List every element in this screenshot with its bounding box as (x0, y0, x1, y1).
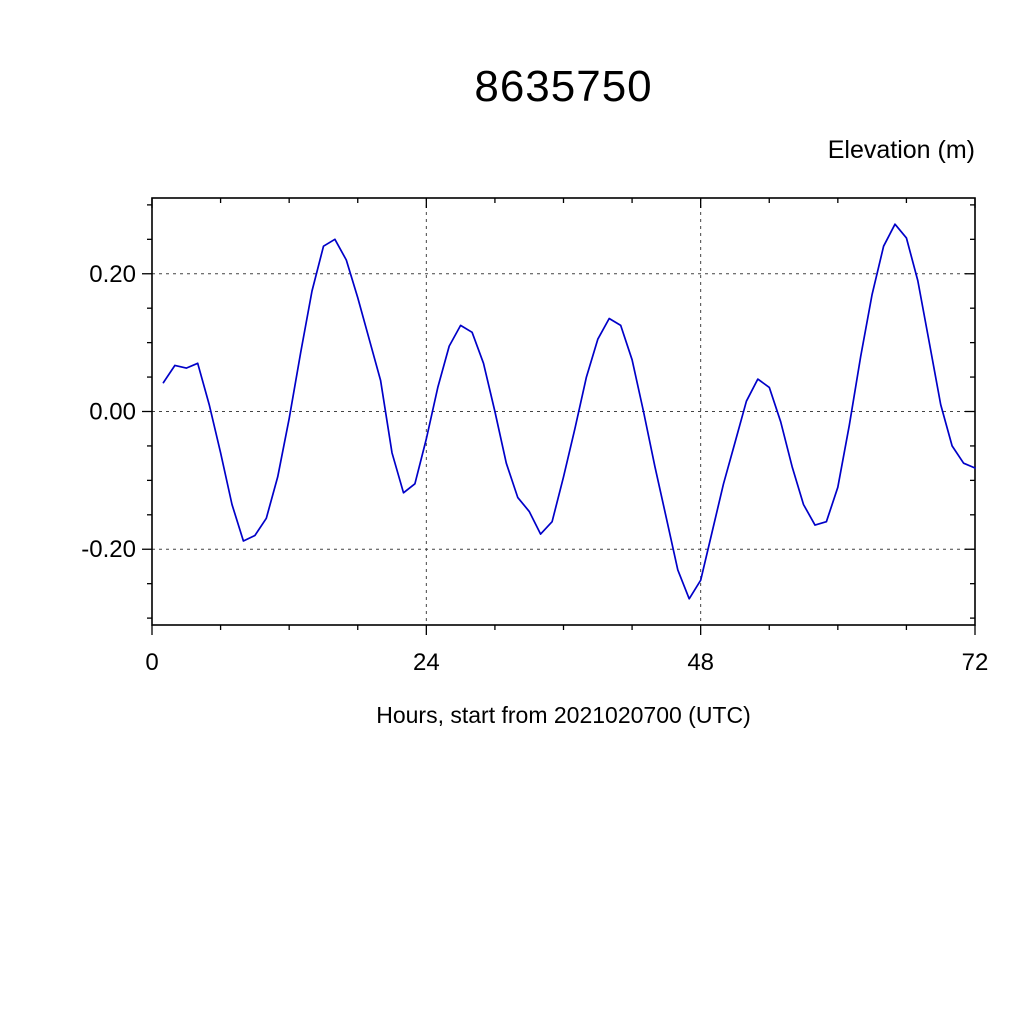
x-tick-label: 24 (413, 649, 440, 676)
x-tick-label: 72 (962, 649, 989, 676)
x-axis-label: Hours, start from 2021020700 (UTC) (376, 702, 751, 728)
x-tick-label: 48 (687, 649, 714, 676)
y-tick-label: -0.20 (81, 536, 136, 563)
elevation-line (162, 223, 976, 600)
x-tick-label: 0 (145, 649, 158, 676)
plot-area: 0 24 48 72 -0.20 0.00 0.20 (81, 197, 989, 676)
chart-title: 8635750 (474, 62, 653, 111)
y-axis-label: Elevation (m) (827, 136, 975, 164)
y-tick-label: 0.00 (89, 399, 136, 426)
y-tick-label: 0.20 (89, 261, 136, 288)
